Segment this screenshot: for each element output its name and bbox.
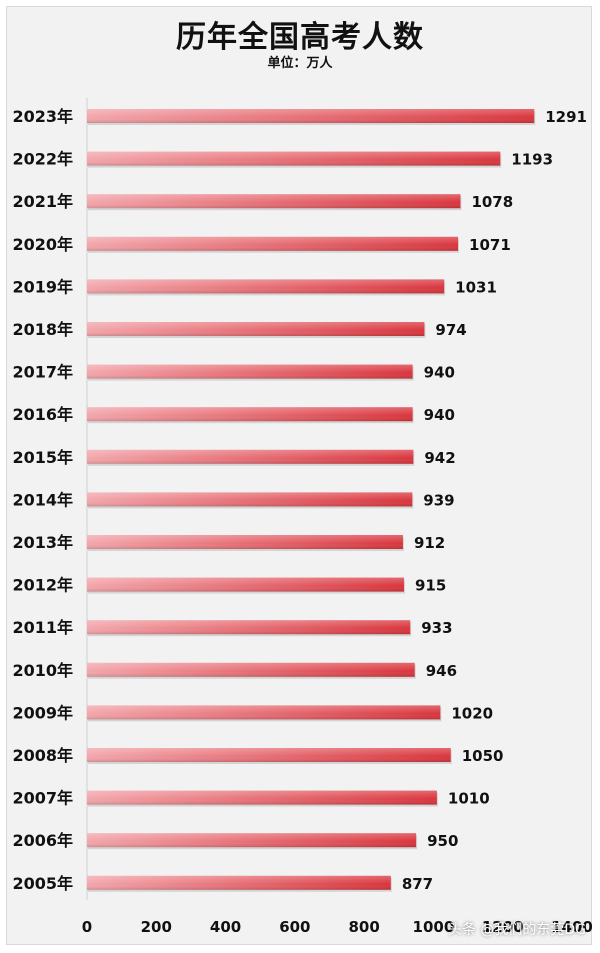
category-label: 2021年 xyxy=(12,192,73,211)
category-label: 2010年 xyxy=(12,661,73,680)
data-label: 1291 xyxy=(545,108,587,126)
category-label: 2008年 xyxy=(12,746,73,765)
bar-gloss xyxy=(87,279,445,294)
bar-gloss xyxy=(87,151,501,166)
bar-gloss xyxy=(87,407,413,422)
data-label: 1020 xyxy=(451,704,493,722)
category-label: 2009年 xyxy=(12,703,73,722)
data-label: 940 xyxy=(424,364,455,382)
category-label: 2006年 xyxy=(12,831,73,850)
bar-gloss xyxy=(87,322,425,336)
data-label: 946 xyxy=(426,662,457,680)
data-label: 950 xyxy=(427,832,458,850)
chart-title: 历年全国高考人数 xyxy=(176,20,424,55)
bar-gloss xyxy=(87,492,413,507)
bar-gloss xyxy=(87,194,461,209)
data-label: 915 xyxy=(415,577,446,595)
bar-gloss xyxy=(87,662,415,677)
category-label: 2012年 xyxy=(12,576,73,595)
data-label: 877 xyxy=(402,875,433,893)
x-tick-label: 200 xyxy=(141,918,172,936)
bar-gloss xyxy=(87,109,535,123)
data-label: 940 xyxy=(424,406,455,424)
x-tick-label: 1400 xyxy=(551,918,593,936)
data-label: 1050 xyxy=(462,747,504,765)
category-label: 2022年 xyxy=(12,150,73,169)
bar-gloss xyxy=(87,535,403,549)
data-label: 1071 xyxy=(469,236,511,254)
bar-gloss xyxy=(87,620,411,635)
data-label: 1193 xyxy=(511,151,553,169)
category-label: 2007年 xyxy=(12,789,73,808)
data-label: 1031 xyxy=(455,278,497,296)
bar-gloss xyxy=(87,364,413,379)
data-label: 974 xyxy=(435,321,466,339)
x-tick-label: 600 xyxy=(279,918,310,936)
data-label: 939 xyxy=(423,491,454,509)
data-label: 933 xyxy=(421,619,452,637)
category-label: 2005年 xyxy=(12,874,73,893)
category-label: 2019年 xyxy=(12,277,73,296)
data-label: 1078 xyxy=(471,193,513,211)
x-tick-label: 0 xyxy=(82,918,92,936)
data-label: 942 xyxy=(424,449,455,467)
data-label: 1010 xyxy=(448,790,490,808)
x-tick-label: 1000 xyxy=(413,918,455,936)
category-label: 2015年 xyxy=(12,448,73,467)
x-tick-label: 400 xyxy=(210,918,241,936)
category-label: 2014年 xyxy=(12,490,73,509)
category-label: 2011年 xyxy=(12,618,73,637)
watermark: 头条 @我们的东莞DG xyxy=(447,922,586,938)
category-label: 2013年 xyxy=(12,533,73,552)
x-tick-label: 1200 xyxy=(482,918,524,936)
category-label: 2020年 xyxy=(12,235,73,254)
bar-gloss xyxy=(87,449,414,464)
bar-gloss xyxy=(87,577,404,592)
bar-gloss xyxy=(87,833,417,848)
bar-gloss xyxy=(87,790,437,805)
category-label: 2023年 xyxy=(12,107,73,126)
chart-subtitle: 单位：万人 xyxy=(267,56,333,71)
bar-gloss xyxy=(87,705,441,720)
bar-gloss xyxy=(87,875,391,890)
x-tick-label: 800 xyxy=(348,918,379,936)
category-label: 2018年 xyxy=(12,320,73,339)
category-label: 2016年 xyxy=(12,405,73,424)
bar-gloss xyxy=(87,236,459,251)
category-label: 2017年 xyxy=(12,363,73,382)
bar-gloss xyxy=(87,748,451,762)
data-label: 912 xyxy=(414,534,445,552)
